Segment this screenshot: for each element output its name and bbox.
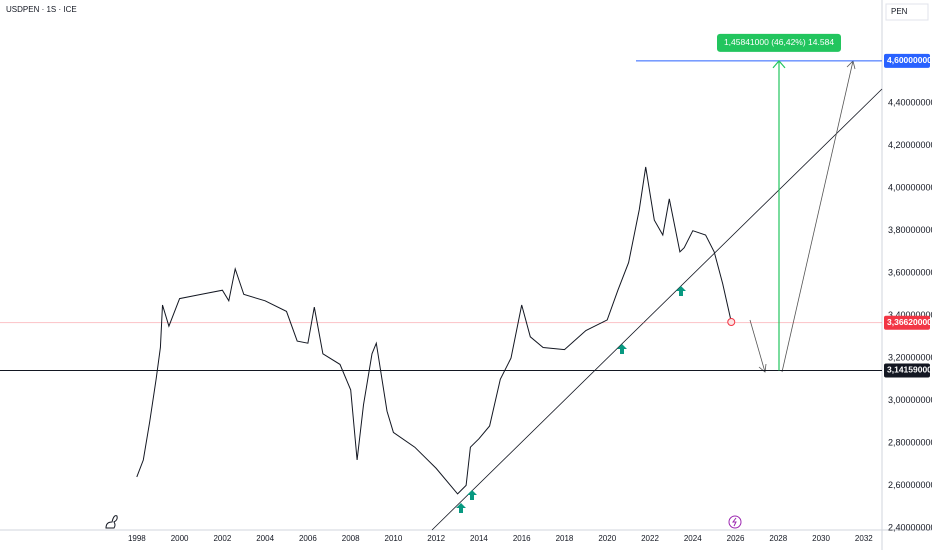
arrow [749,319,766,373]
y-tick-label: 4,00000000 [888,183,932,193]
x-tick-label: 2018 [556,534,574,543]
arrow [781,60,854,373]
y-tick-label: 3,80000000 [888,225,932,235]
measure-label: 1,45841000 (46,42%) 14.584 [724,37,834,47]
y-tick-label: 3,60000000 [888,268,932,278]
x-tick-label: 2022 [641,534,659,543]
up-markers [456,286,686,513]
x-tick-label: 2008 [342,534,360,543]
x-tick-label: 2016 [513,534,531,543]
logo [105,515,118,529]
arrow-head [758,363,767,373]
measure-box [717,33,841,52]
x-tick-label: 2002 [213,534,231,543]
x-tick-label: 2032 [855,534,873,543]
up-marker [617,344,627,354]
y-tick-label: 2,80000000 [888,437,932,447]
price-line [136,166,732,495]
x-tick-label: 2028 [769,534,787,543]
level-label-box [884,363,930,378]
y-tick-label: 3,40000000 [888,310,932,320]
y-tick-label: 4,20000000 [888,140,932,150]
y-tick-label: 2,60000000 [888,480,932,490]
last-point [727,317,736,326]
level-label: 3,36620000 [887,317,932,327]
x-tick-label: 2006 [299,534,317,543]
x-tick-label: 2030 [812,534,830,543]
y-tick-label: 3,20000000 [888,352,932,362]
x-tick-label: 2020 [598,534,616,543]
x-tick-label: 2024 [684,534,702,543]
x-tick-label: 2014 [470,534,488,543]
measure-head [772,59,786,69]
x-tick-label: 1998 [128,534,146,543]
x-tick-label: 2010 [385,534,403,543]
event-icon [728,515,742,529]
y-tick-label: 2,40000000 [888,522,932,532]
level-label-box [884,53,930,68]
x-tick-label: 2026 [727,534,745,543]
x-tick-label: 2000 [171,534,189,543]
up-marker [456,503,466,513]
up-marker [676,286,686,296]
trend-line [431,88,883,531]
event-icon-bolt [732,517,737,527]
x-tick-label: 2012 [427,534,445,543]
level-label-box [884,315,930,330]
x-tick-label: 2004 [256,534,274,543]
level-label: 3,14159000 [887,365,932,375]
currency: PEN [891,7,908,16]
y-tick-label: 4,40000000 [888,98,932,108]
y-tick-label: 3,00000000 [888,395,932,405]
chart-title: USDPEN · 1S · ICE [6,5,77,14]
up-marker [467,490,477,500]
level-label: 4,60000000 [887,55,932,65]
currency-box [885,3,929,21]
